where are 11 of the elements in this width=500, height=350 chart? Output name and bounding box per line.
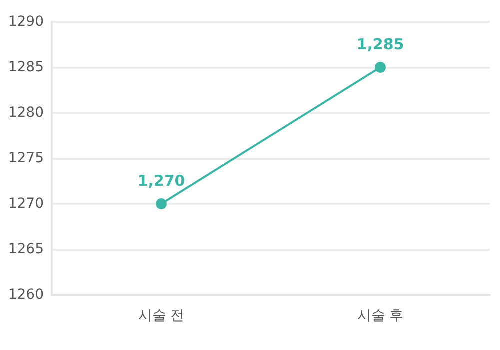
- data-label: 1,270: [138, 172, 186, 190]
- y-tick-label: 1260: [8, 287, 44, 303]
- data-label: 1,285: [356, 36, 404, 54]
- y-tick-label: 1270: [8, 196, 44, 212]
- x-tick-label: 시술 전: [138, 308, 185, 324]
- y-tick-label: 1290: [8, 14, 44, 30]
- y-tick-label: 1285: [8, 60, 44, 76]
- x-tick-label: 시술 후: [357, 308, 404, 324]
- y-tick-label: 1275: [8, 150, 44, 166]
- y-tick-label: 1265: [8, 242, 44, 258]
- y-tick-label: 1280: [8, 105, 44, 121]
